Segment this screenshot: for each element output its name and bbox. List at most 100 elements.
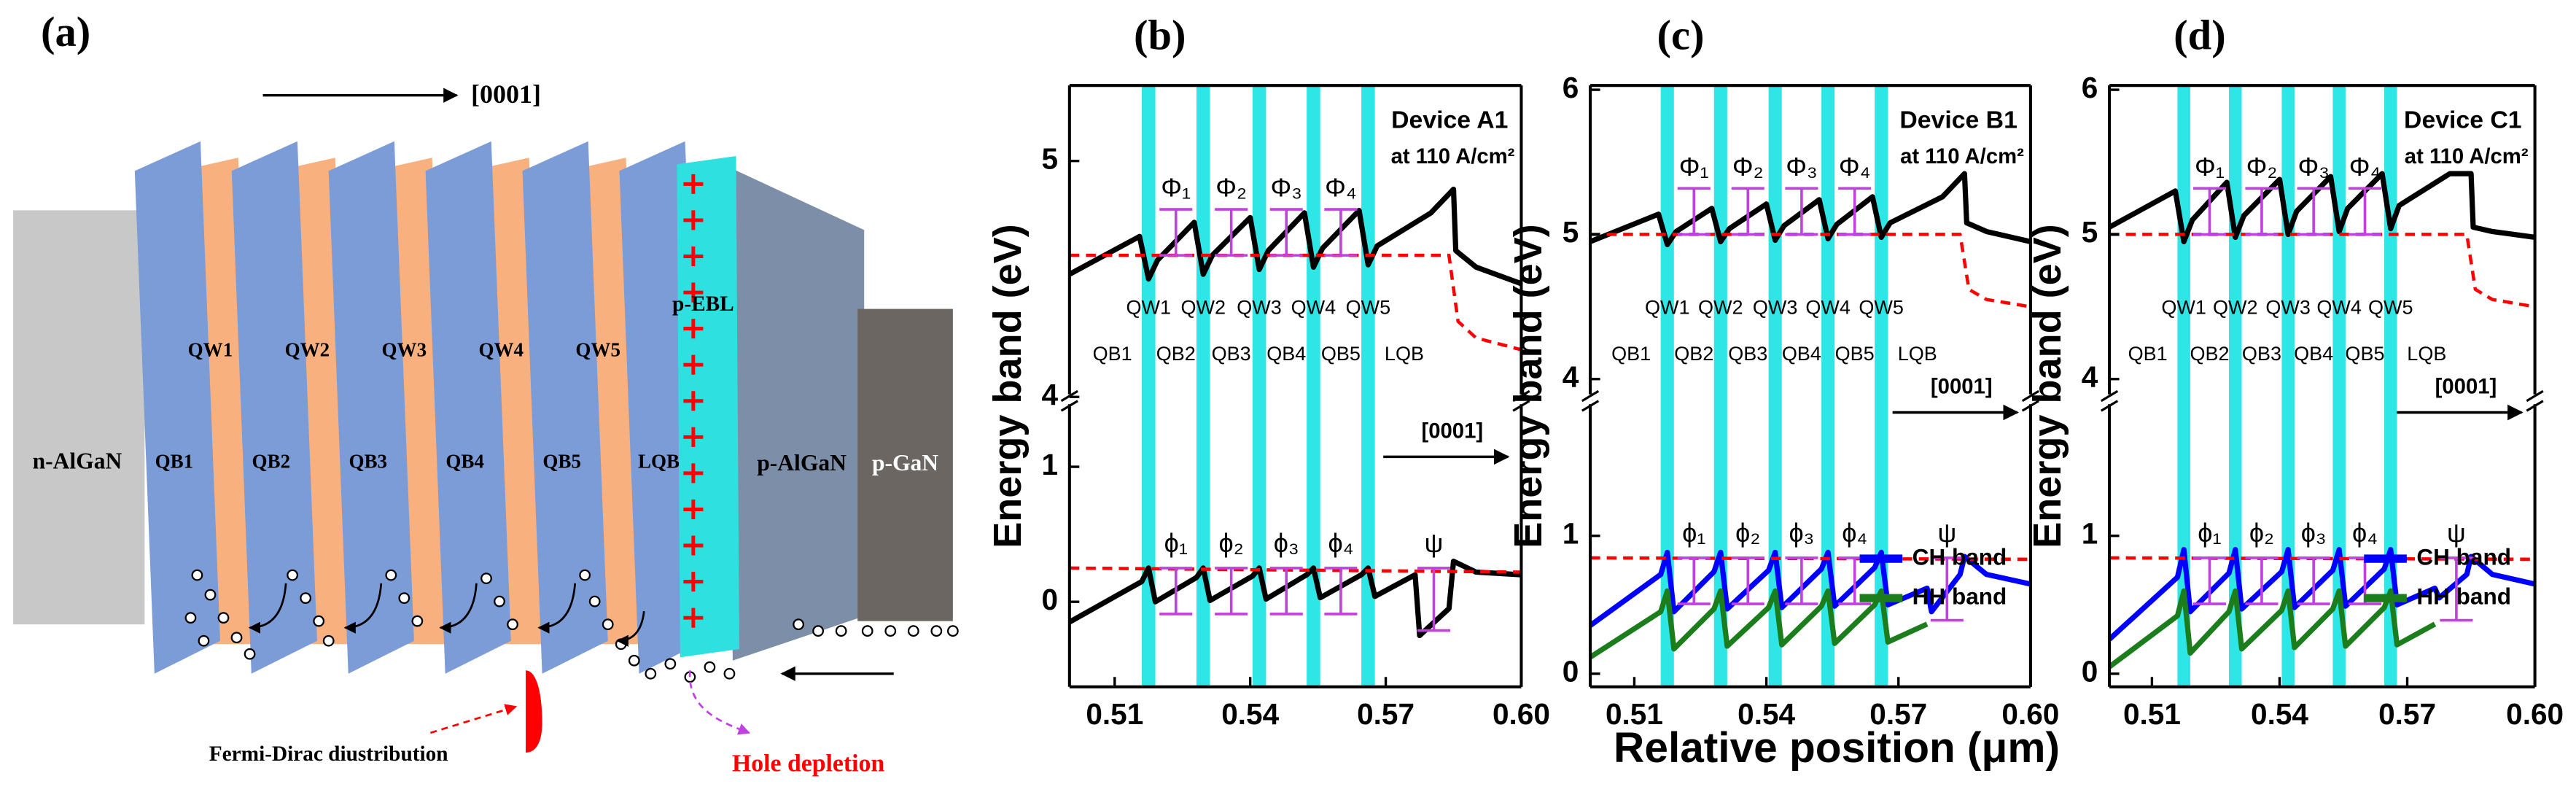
x-tick-label: 0.51: [2123, 697, 2181, 731]
qb-label: QB3: [349, 451, 387, 473]
qw-label: QW4: [478, 338, 524, 360]
barrier-label: Φ₃: [1271, 173, 1302, 203]
hole: [198, 634, 210, 647]
plus-sign: [683, 210, 704, 230]
barrier-label: ψ: [2447, 518, 2466, 548]
barrier-label: Φ₃: [1786, 152, 1817, 182]
hole: [812, 625, 824, 637]
qb-label: QB5: [1321, 343, 1361, 365]
qb-label: LQB: [1385, 343, 1424, 365]
axis-break: [2021, 389, 2039, 412]
layer-label: n-AlGaN: [33, 449, 122, 474]
qb-label: QB1: [2128, 343, 2168, 365]
plus-sign: [683, 607, 704, 628]
quantum-well: [1141, 85, 1156, 687]
x-tick-label: 0.57: [1357, 697, 1415, 731]
layer-label: p-EBL: [672, 292, 734, 316]
hole: [507, 618, 518, 631]
qw-label: QW2: [1180, 297, 1226, 319]
y-axis-title: Energy band (eV): [1506, 224, 1550, 548]
layer-label: p-AlGaN: [757, 450, 847, 475]
barrier-slab: [328, 141, 414, 674]
y-tick-label: 5: [2082, 215, 2098, 249]
legend-label: HH band: [1912, 583, 2007, 609]
qb-label: LQB: [638, 451, 680, 473]
hole-arrow: [616, 611, 645, 647]
barrier-label: Φ₄: [1839, 152, 1870, 182]
qw-label: QW4: [1291, 297, 1336, 319]
qb-label: LQB: [1898, 343, 1937, 365]
hole: [861, 625, 873, 637]
qb-label: QB4: [2294, 343, 2333, 365]
holes: [184, 569, 959, 683]
hole-arrow: [248, 583, 287, 634]
layer-label: p-GaN: [872, 450, 938, 475]
direction-label: [0001]: [471, 79, 541, 109]
qb-label: QB3: [2242, 343, 2281, 365]
x-tick-label: 0.54: [2251, 697, 2308, 731]
x-tick-label: 0.60: [2001, 697, 2059, 731]
note-arrow: [429, 704, 518, 734]
plus-sign: [683, 282, 704, 303]
qw-label: QW5: [1859, 297, 1904, 319]
p-algan-layer: [723, 164, 865, 661]
charts: 4 5 0 1 0.51 0.54 0.57 0.60 (b) Energy band (eV) D…: [986, 12, 2564, 772]
hole: [300, 592, 312, 605]
barrier-label: ψ: [1425, 528, 1444, 558]
direction-label: [0001]: [1421, 419, 1483, 443]
y-axis-title: Energy band (eV): [2026, 224, 2069, 548]
series-line: [1069, 253, 1522, 352]
panel-label: (c): [1657, 12, 1704, 59]
hole: [793, 618, 804, 631]
qb-label: QB3: [1728, 343, 1767, 365]
qb-label: QB5: [2345, 343, 2384, 365]
qb-label: QB2: [1674, 343, 1713, 365]
qw-label: QW2: [285, 338, 330, 360]
plus-sign: [683, 391, 704, 411]
hole: [217, 612, 230, 624]
qb-label: QB2: [2190, 343, 2229, 365]
hole: [835, 625, 847, 637]
y-tick-label: 0: [2082, 655, 2098, 688]
barrier-label: ϕ₄: [1842, 518, 1867, 548]
barrier-label: ϕ₄: [2352, 518, 2378, 548]
qb-label: QB4: [1266, 343, 1306, 365]
y-tick-label: 5: [1563, 215, 1579, 249]
hole: [191, 569, 203, 581]
panel-label: (d): [2174, 12, 2226, 59]
qw-label: QW1: [1126, 297, 1171, 319]
barrier-label: Φ₂: [1732, 152, 1764, 182]
qb-label: QB5: [1835, 343, 1875, 365]
axis-break: [1060, 389, 1078, 412]
direction-label: [0001]: [2435, 374, 2497, 398]
hole-arrow: [343, 583, 383, 634]
barrier-label: ϕ₂: [2249, 518, 2274, 548]
series-line: [1069, 186, 1522, 287]
direction-label: [0001]: [1931, 374, 1993, 398]
qb-label: QB1: [1093, 343, 1132, 365]
qw-label: QW3: [1753, 297, 1798, 319]
x-tick-label: 0.57: [1869, 697, 1927, 731]
barrier-label: ϕ₁: [1682, 518, 1705, 548]
x-tick-label: 0.51: [1606, 697, 1663, 731]
barrier-label: ϕ₁: [1164, 528, 1188, 558]
qw-label: QW3: [382, 338, 427, 360]
chart-subtitle: at 110 A/cm²: [1391, 144, 1515, 168]
qb-label: QB5: [542, 451, 581, 473]
barrier-label: ϕ₂: [1735, 518, 1760, 548]
chart-title: Device A1: [1391, 106, 1508, 134]
qw-label: QW4: [2316, 297, 2362, 319]
qw-label: QW5: [1346, 297, 1391, 319]
barrier-slab: [134, 141, 220, 674]
hole: [946, 625, 959, 637]
hole: [204, 589, 217, 601]
qw-label: QW5: [2368, 297, 2413, 319]
qb-label: QB3: [1212, 343, 1251, 365]
qb-label: QB2: [1156, 343, 1196, 365]
hole: [230, 632, 243, 644]
legend-label: CH band: [2416, 543, 2511, 570]
hole: [398, 592, 410, 605]
y-tick-label: 1: [1042, 448, 1059, 481]
hole: [411, 615, 424, 627]
y-tick-label: 4: [2082, 360, 2098, 393]
